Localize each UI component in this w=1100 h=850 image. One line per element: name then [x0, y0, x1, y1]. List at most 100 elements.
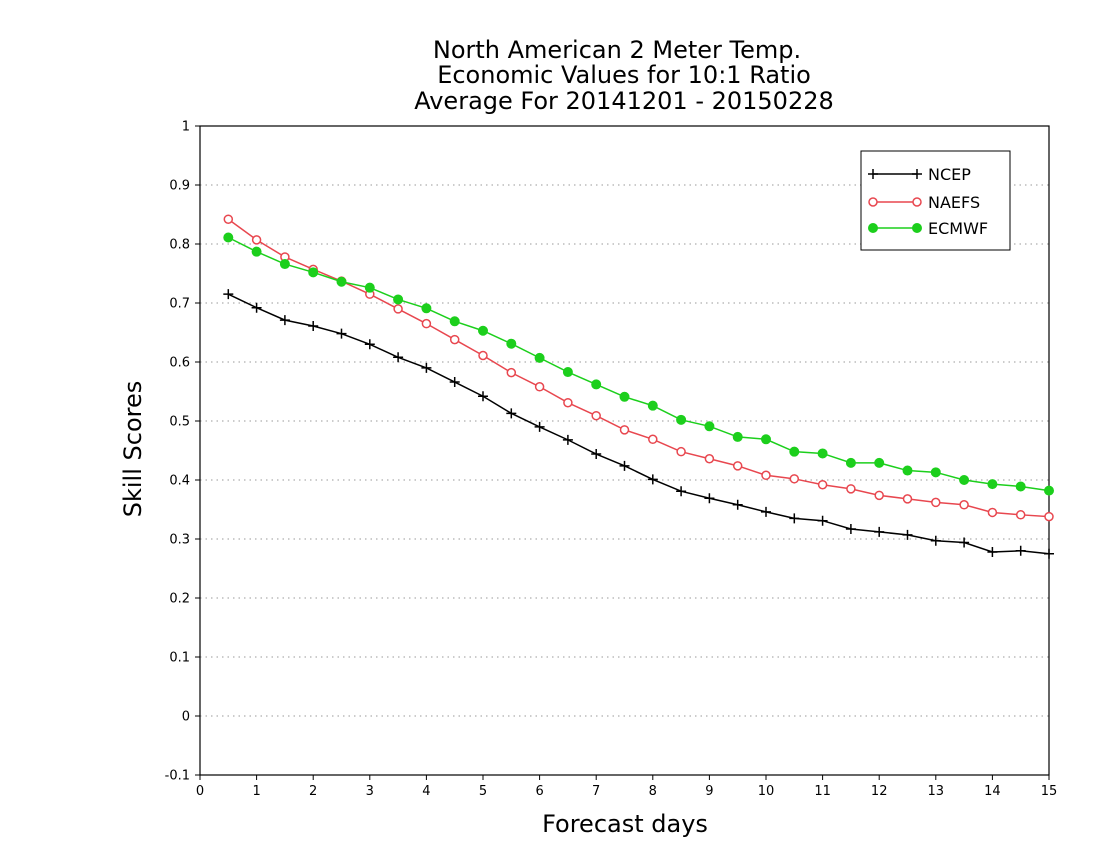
data-point-ecmwf — [845, 457, 856, 468]
y-tick-label: 0.7 — [169, 297, 190, 312]
legend-marker-naefs — [912, 197, 922, 207]
data-point-ncep — [449, 377, 460, 388]
data-point-ncep — [704, 493, 715, 504]
chart-title-line-2: Economic Values for 10:1 Ratio — [437, 61, 811, 89]
data-point-naefs — [534, 382, 545, 392]
data-point-naefs — [591, 410, 601, 421]
y-axis-label: Skill Scores — [119, 381, 147, 518]
data-point-ecmwf — [308, 267, 319, 278]
x-tick-label: 5 — [479, 784, 487, 799]
x-tick-label: 11 — [814, 784, 831, 799]
series-group — [223, 214, 1054, 559]
data-point-ecmwf — [789, 446, 800, 457]
data-point-ncep — [223, 289, 234, 300]
data-point-ecmwf — [336, 276, 347, 287]
data-point-naefs — [648, 434, 658, 445]
data-point-ncep — [817, 515, 828, 526]
x-axis-ticks: 0 1 2 3 4 5 6 7 8 9 10 11 12 13 14 15 — [196, 775, 1057, 799]
y-axis-ticks: -0.1 0 0.1 0.2 0.3 0.4 0.5 0.6 0.7 0.8 0.9 1 — [165, 120, 200, 784]
legend: NCEP NAEFS ECMWF — [860, 150, 1011, 251]
y-tick-label: 1 — [182, 120, 190, 135]
data-point-ecmwf — [987, 479, 998, 490]
legend-marker-naefs — [868, 197, 878, 207]
data-point-ncep — [364, 339, 375, 350]
data-point-ncep — [478, 391, 488, 402]
x-tick-label: 9 — [705, 784, 713, 799]
data-point-ncep — [336, 328, 347, 339]
data-point-ncep — [506, 408, 517, 419]
data-point-ecmwf — [393, 294, 404, 305]
chart-title-line-3: Average For 20141201 - 20150228 — [414, 87, 834, 115]
data-point-naefs — [676, 446, 686, 457]
data-point-ncep — [393, 352, 404, 363]
legend-label-naefs: NAEFS — [928, 193, 980, 212]
data-point-naefs — [251, 235, 262, 245]
legend-box — [860, 150, 1011, 251]
series-ecmwf — [223, 232, 1054, 496]
x-tick-label: 7 — [592, 784, 600, 799]
data-point-ecmwf — [704, 421, 715, 432]
data-point-naefs — [902, 494, 913, 504]
plot-area-frame — [199, 125, 1050, 776]
y-tick-label: 0.9 — [169, 179, 190, 194]
data-point-ecmwf — [761, 434, 771, 445]
x-tick-label: 13 — [928, 784, 945, 799]
y-tick-label: 0.1 — [169, 651, 190, 666]
data-point-ncep — [845, 523, 856, 534]
data-point-ecmwf — [478, 325, 488, 336]
x-tick-label: 3 — [366, 784, 374, 799]
x-tick-label: 6 — [535, 784, 543, 799]
x-tick-label: 14 — [984, 784, 1001, 799]
data-point-ecmwf — [930, 467, 941, 478]
y-tick-label: 0 — [182, 710, 190, 725]
data-point-ncep — [534, 421, 545, 432]
data-point-naefs — [393, 304, 403, 314]
data-point-ncep — [619, 460, 630, 471]
x-tick-label: 0 — [196, 784, 204, 799]
data-point-ncep — [421, 362, 432, 373]
data-point-naefs — [449, 334, 460, 345]
data-point-ecmwf — [279, 259, 290, 270]
x-tick-label: 8 — [649, 784, 657, 799]
x-tick-label: 4 — [422, 784, 430, 799]
y-tick-label: 0.8 — [169, 238, 190, 253]
data-point-naefs — [987, 507, 998, 518]
data-point-naefs — [563, 397, 573, 408]
x-tick-label: 15 — [1041, 784, 1058, 799]
x-tick-label: 10 — [758, 784, 775, 799]
y-tick-label: 0.2 — [169, 592, 190, 607]
y-tick-label: 0.6 — [169, 356, 190, 371]
data-point-naefs — [478, 350, 488, 361]
data-point-ecmwf — [251, 246, 262, 257]
data-point-ncep — [959, 537, 970, 548]
data-point-ecmwf — [449, 316, 460, 327]
data-point-ecmwf — [1044, 485, 1054, 496]
data-point-ecmwf — [534, 352, 545, 363]
data-point-ecmwf — [619, 391, 630, 402]
data-point-naefs — [732, 461, 743, 471]
chart-title-line-1: North American 2 Meter Temp. — [433, 36, 801, 64]
data-point-ecmwf — [1015, 481, 1026, 492]
data-point-ncep — [1044, 548, 1054, 559]
series-line-ncep — [227, 293, 1050, 555]
legend-entry-ecmwf: ECMWF — [868, 219, 988, 238]
data-point-ecmwf — [421, 303, 432, 314]
series-naefs — [223, 214, 1054, 522]
data-point-ecmwf — [874, 457, 885, 468]
data-point-ncep — [591, 449, 602, 460]
legend-label-ncep: NCEP — [928, 165, 971, 184]
legend-marker-ecmwf — [912, 223, 922, 233]
series-line-ecmwf — [227, 236, 1050, 492]
data-point-ncep — [874, 526, 885, 537]
legend-entry-ncep: NCEP — [868, 165, 971, 184]
x-tick-label: 2 — [309, 784, 317, 799]
data-point-ncep — [789, 513, 800, 524]
data-point-ecmwf — [817, 448, 828, 459]
legend-entry-naefs: NAEFS — [868, 193, 980, 212]
data-point-ncep — [930, 535, 941, 546]
data-point-naefs — [959, 500, 969, 510]
data-point-ecmwf — [732, 431, 743, 442]
legend-label-ecmwf: ECMWF — [928, 219, 988, 238]
data-point-ecmwf — [591, 379, 602, 390]
